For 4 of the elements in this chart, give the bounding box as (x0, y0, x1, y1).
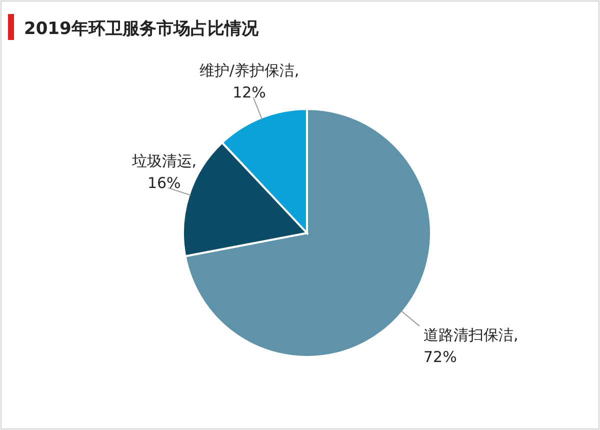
slice-label: 道路清扫保洁, 72% (423, 326, 518, 366)
slice-label: 维护/养护保洁, 12% (199, 61, 300, 102)
slice-label: 垃圾清运, 16% (130, 152, 197, 192)
chart-title: 2019年环卫服务市场占比情况 (24, 19, 260, 39)
